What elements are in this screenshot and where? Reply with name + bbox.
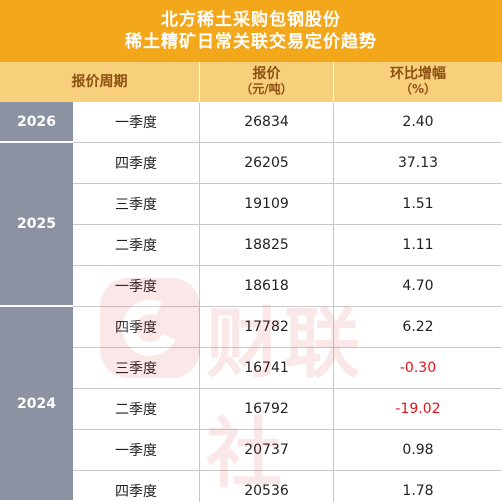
year-cell-2024: 2024 bbox=[0, 307, 73, 502]
change-cell: 1.11 bbox=[334, 225, 502, 266]
change-cell: -19.02 bbox=[334, 389, 502, 430]
quarter-cell: 二季度 bbox=[73, 389, 200, 430]
header-change-unit: （%） bbox=[399, 82, 437, 96]
price-cell: 16741 bbox=[200, 348, 334, 389]
price-cell: 18825 bbox=[200, 225, 334, 266]
title-line-1: 北方稀土采购包钢股份 bbox=[161, 10, 341, 30]
price-cell: 20536 bbox=[200, 471, 334, 502]
change-cell: 1.78 bbox=[334, 471, 502, 502]
price-cell: 26834 bbox=[200, 102, 334, 143]
change-cell: 0.98 bbox=[334, 430, 502, 471]
quarter-cell: 四季度 bbox=[73, 471, 200, 502]
quarter-cell: 一季度 bbox=[73, 430, 200, 471]
change-cell: 1.51 bbox=[334, 184, 502, 225]
title-line-2: 稀土精矿日常关联交易定价趋势 bbox=[125, 32, 377, 52]
quarter-cell: 三季度 bbox=[73, 184, 200, 225]
quarter-cell: 四季度 bbox=[73, 307, 200, 348]
header-period-label: 报价周期 bbox=[71, 73, 128, 90]
change-cell: 6.22 bbox=[334, 307, 502, 348]
header-price-label: 报价 bbox=[252, 66, 281, 82]
header-change: 环比增幅 （%） bbox=[334, 62, 502, 102]
price-cell: 17782 bbox=[200, 307, 334, 348]
header-change-label: 环比增幅 bbox=[390, 66, 446, 82]
quarter-cell: 二季度 bbox=[73, 225, 200, 266]
price-cell: 16792 bbox=[200, 389, 334, 430]
price-cell: 19109 bbox=[200, 184, 334, 225]
quarter-cell: 三季度 bbox=[73, 348, 200, 389]
year-cell-2026: 2026 bbox=[0, 102, 73, 143]
header-period: 报价周期 bbox=[0, 62, 200, 102]
quarter-cell: 四季度 bbox=[73, 143, 200, 184]
year-cell-2025: 2025 bbox=[0, 143, 73, 307]
change-cell: 2.40 bbox=[334, 102, 502, 143]
price-cell: 20737 bbox=[200, 430, 334, 471]
quarter-cell: 一季度 bbox=[73, 102, 200, 143]
change-cell: -0.30 bbox=[334, 348, 502, 389]
price-cell: 18618 bbox=[200, 266, 334, 307]
price-cell: 26205 bbox=[200, 143, 334, 184]
change-cell: 37.13 bbox=[334, 143, 502, 184]
header-price: 报价 （元/吨） bbox=[200, 62, 334, 102]
change-cell: 4.70 bbox=[334, 266, 502, 307]
header-price-unit: （元/吨） bbox=[240, 82, 293, 96]
quarter-cell: 一季度 bbox=[73, 266, 200, 307]
table-title: 北方稀土采购包钢股份 稀土精矿日常关联交易定价趋势 bbox=[0, 0, 502, 62]
